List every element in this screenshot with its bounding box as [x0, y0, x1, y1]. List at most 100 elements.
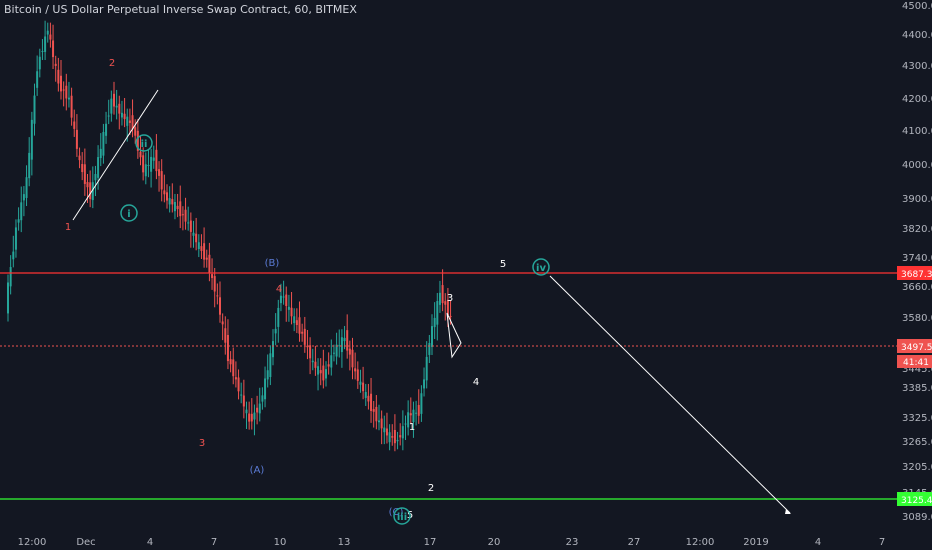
- candle-body: [12, 251, 15, 260]
- candle-body: [391, 436, 394, 438]
- candle-body: [415, 412, 418, 414]
- candle-body: [22, 194, 25, 201]
- candle-body: [356, 369, 359, 381]
- candle-body: [407, 412, 410, 428]
- candle-body: [425, 356, 428, 381]
- candle-body: [62, 89, 65, 91]
- candle-body: [46, 30, 49, 35]
- candle-body: [115, 105, 118, 108]
- candle-body: [25, 177, 28, 198]
- wave-label: 3: [447, 293, 453, 304]
- x-tick-label: Dec: [76, 537, 95, 548]
- candle-body: [126, 116, 129, 126]
- candle-body: [232, 359, 235, 377]
- wave-label: 1: [409, 422, 415, 433]
- candle-body: [136, 130, 139, 151]
- candle-body: [383, 427, 386, 433]
- y-tick-label: 3580.0: [902, 313, 932, 324]
- candle-body: [20, 202, 23, 221]
- candle-body: [123, 113, 126, 120]
- candle-body: [83, 164, 86, 184]
- candle-body: [89, 182, 92, 200]
- candle-body: [134, 127, 137, 136]
- candle-body: [152, 157, 155, 161]
- candle-body: [282, 296, 285, 298]
- candle-body: [256, 407, 259, 413]
- candle-body: [401, 426, 404, 439]
- price-label-text: 3687.3: [901, 270, 932, 280]
- candle-body: [168, 198, 171, 205]
- candle-body: [319, 370, 322, 374]
- candle-body: [36, 71, 39, 88]
- candle-body: [253, 412, 256, 420]
- candle-body: [351, 349, 354, 368]
- wave-label: 2: [109, 58, 115, 69]
- candle-body: [219, 297, 221, 315]
- candle-body: [38, 56, 41, 70]
- candle-body: [396, 439, 399, 442]
- candle-body: [317, 366, 320, 375]
- candle-body: [41, 50, 44, 52]
- candle-body: [203, 243, 206, 260]
- candle-body: [229, 359, 232, 365]
- x-tick-label: 2019: [743, 537, 768, 548]
- candle-body: [224, 328, 227, 343]
- candle-body: [78, 155, 81, 161]
- x-tick-label: 20: [488, 537, 501, 548]
- candle-body: [155, 149, 158, 172]
- candle-body: [258, 403, 261, 414]
- candle-body: [279, 295, 282, 304]
- candle-body: [359, 381, 362, 385]
- candle-body: [332, 352, 335, 354]
- y-tick-label: 4500.0: [902, 1, 932, 12]
- candle-body: [44, 36, 47, 52]
- candle-body: [102, 131, 105, 156]
- candle-body: [221, 321, 224, 325]
- candle-body: [327, 364, 330, 367]
- price-label-text: 3125.4: [901, 496, 932, 506]
- wave-circle-label: iv: [536, 263, 546, 274]
- countdown-badge: [897, 355, 932, 368]
- x-tick-label: 12:00: [686, 537, 715, 548]
- price-label-text: 3497.5: [901, 343, 932, 353]
- candle-body: [187, 222, 190, 224]
- candle-body: [14, 227, 17, 250]
- candle-body: [184, 209, 187, 222]
- candle-body: [388, 432, 391, 443]
- candle-body: [404, 423, 407, 425]
- chart-title: Bitcoin / US Dollar Perpetual Inverse Sw…: [4, 3, 357, 16]
- candle-body: [150, 156, 153, 172]
- candle-body: [158, 169, 161, 176]
- candle-body: [139, 151, 142, 158]
- candle-body: [380, 418, 383, 429]
- x-tick-label: 7: [879, 537, 885, 548]
- candle-body: [113, 93, 115, 107]
- candle-body: [431, 326, 433, 347]
- candle-body: [306, 345, 309, 348]
- wave-circle-label: i: [127, 209, 130, 220]
- wave-circle-label: ii: [141, 139, 148, 150]
- candle-body: [277, 307, 280, 327]
- candle-body: [94, 173, 97, 181]
- candle-body: [338, 345, 341, 347]
- x-tick-label: 7: [211, 537, 217, 548]
- candle-body: [272, 341, 274, 358]
- candle-body: [293, 316, 296, 324]
- candle-body: [105, 123, 108, 136]
- candle-body: [179, 201, 182, 217]
- wave-circle-marker: [120, 204, 138, 222]
- wave-label: 3: [199, 438, 205, 449]
- candle-body: [417, 405, 420, 416]
- wave-circle-marker: [393, 507, 411, 525]
- candle-body: [197, 242, 200, 250]
- candle-body: [213, 276, 216, 292]
- candle-body: [325, 369, 327, 379]
- candle-body: [335, 344, 338, 357]
- candle-body: [208, 254, 211, 274]
- arrow-head-icon: [785, 509, 791, 514]
- candle-body: [237, 377, 240, 392]
- wave-label: 1: [65, 222, 71, 233]
- candle-body: [298, 317, 301, 334]
